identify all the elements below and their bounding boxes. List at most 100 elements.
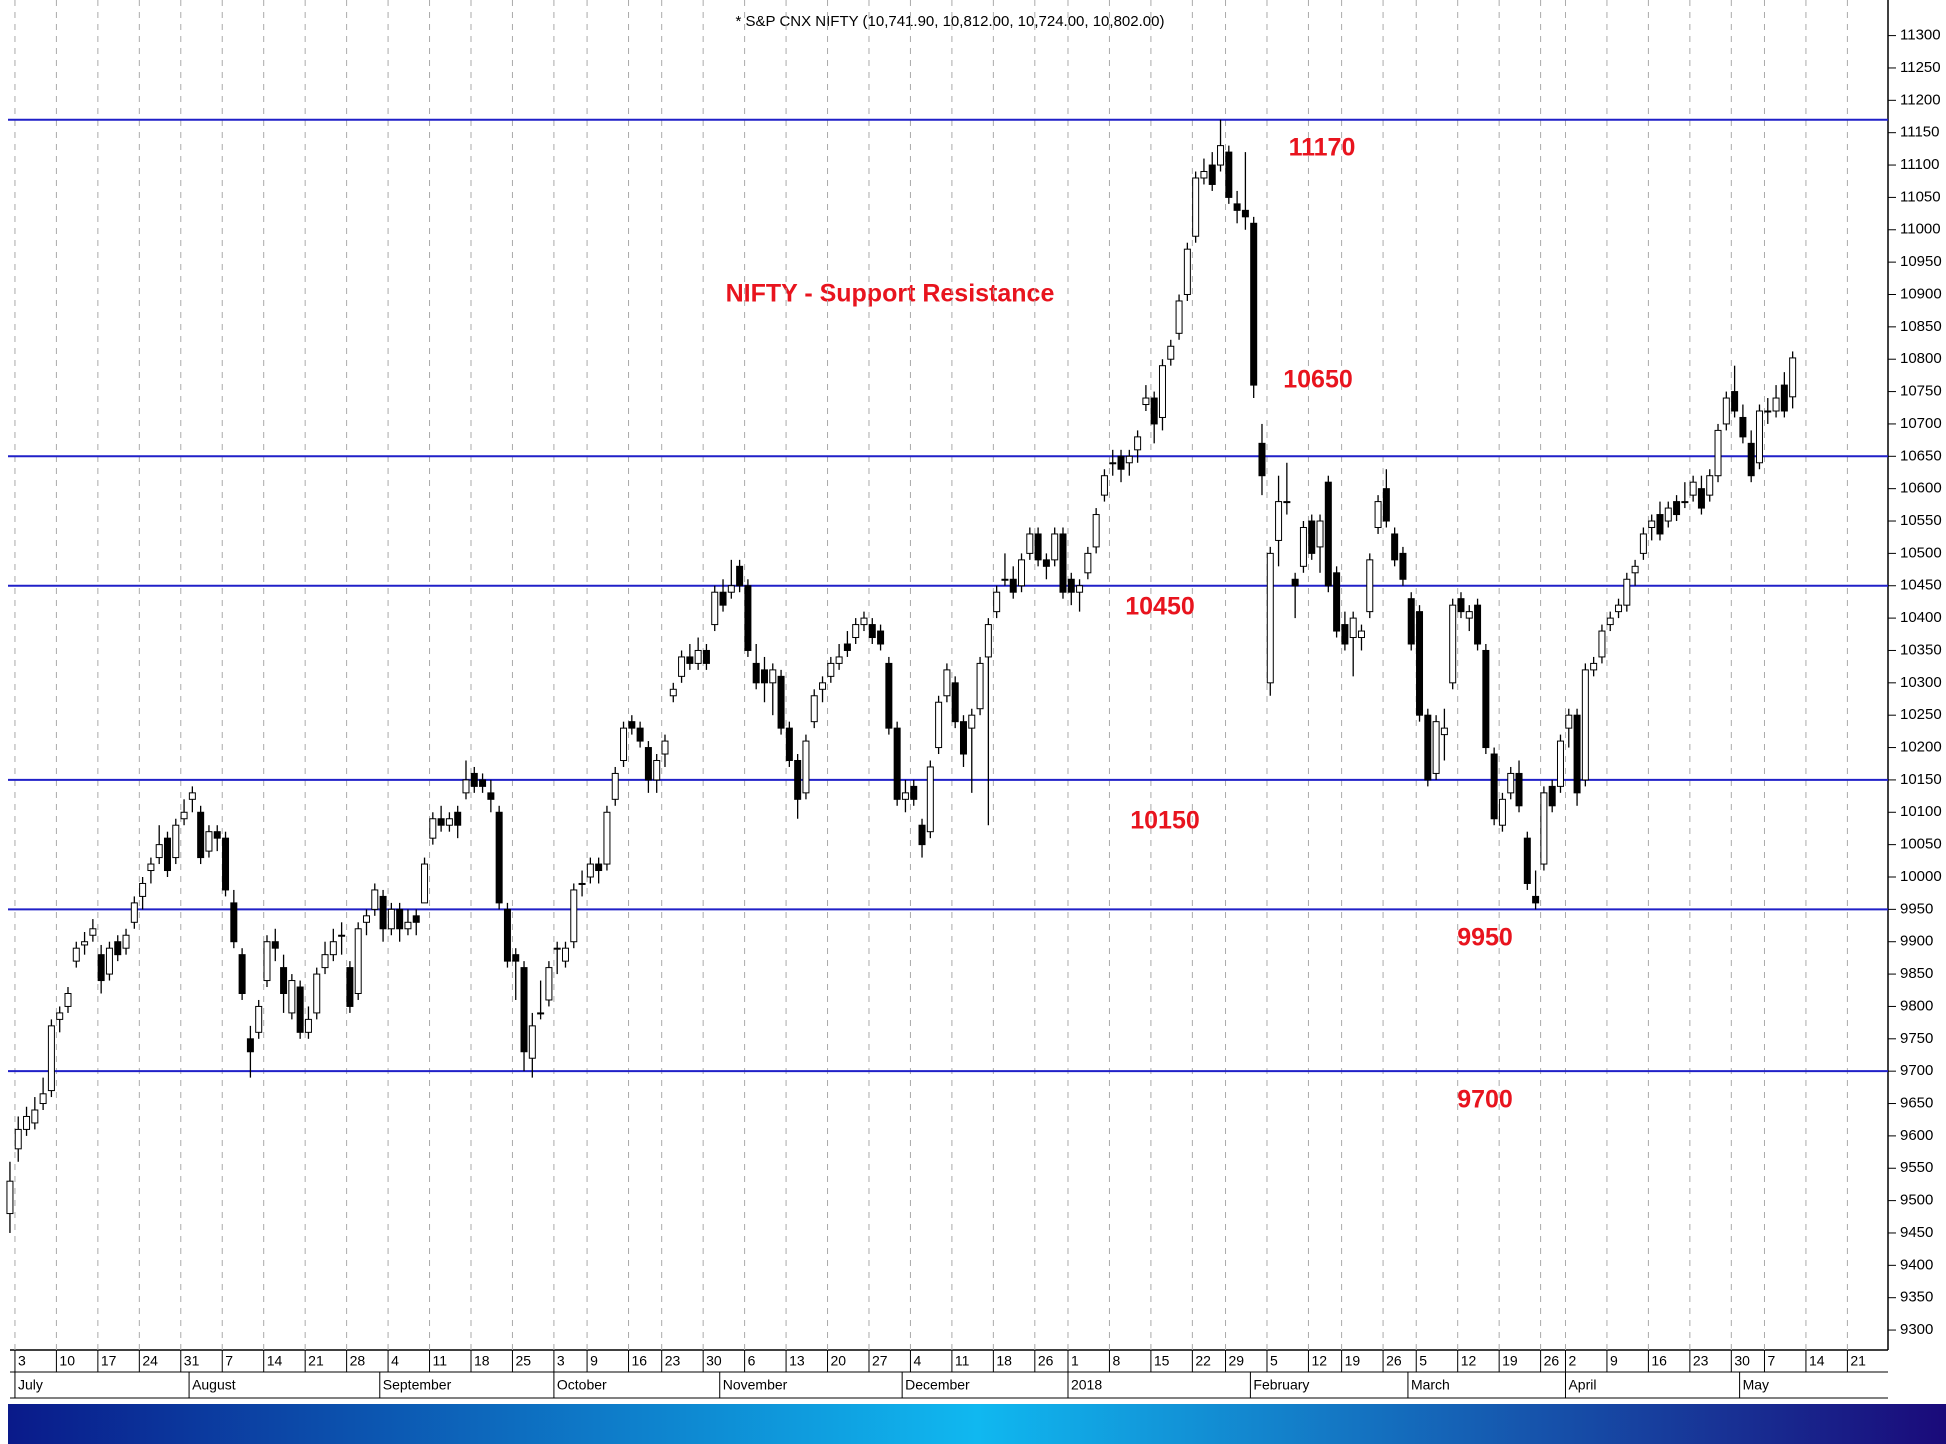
y-tick-label: 9850: [1900, 965, 1933, 982]
candle-body: [1333, 572, 1341, 632]
candle-body: [794, 759, 802, 800]
candle-body: [205, 831, 213, 852]
candle-body: [835, 656, 843, 664]
candle-body: [296, 986, 304, 1033]
candle-body: [14, 1128, 22, 1150]
candle-body: [1515, 772, 1523, 807]
candle-body: [1084, 552, 1092, 574]
y-tick-label: 10300: [1900, 674, 1942, 691]
candle-body: [1780, 384, 1788, 412]
candle-body: [155, 844, 163, 859]
candle-body: [271, 941, 279, 949]
month-label: February: [1253, 1377, 1309, 1393]
candle-body: [97, 954, 105, 982]
candle-body: [1772, 397, 1780, 412]
candle-body: [429, 818, 437, 839]
candle-body: [1258, 442, 1266, 477]
candle-body: [843, 643, 851, 651]
y-tick-label: 10900: [1900, 285, 1942, 302]
candle-body: [1457, 598, 1465, 613]
candle-body: [1192, 177, 1200, 237]
x-tick-label: 5: [1419, 1353, 1427, 1369]
candle-body: [777, 675, 785, 729]
candle-body: [1175, 300, 1183, 334]
x-tick-label: 23: [665, 1353, 681, 1369]
x-tick-label: 7: [1767, 1353, 1775, 1369]
candle-body: [802, 740, 810, 794]
candle-body: [678, 656, 686, 677]
candle-body: [454, 811, 462, 826]
x-tick-label: 10: [59, 1353, 75, 1369]
candle-body: [537, 1012, 545, 1015]
level-label: 9950: [1457, 924, 1513, 952]
candle-body: [56, 1012, 64, 1020]
candle-body: [1681, 501, 1689, 504]
candle-body: [1308, 520, 1316, 554]
candle-body: [1283, 501, 1291, 504]
candle-body: [644, 747, 652, 781]
candle-body: [686, 656, 694, 664]
y-tick-label: 9350: [1900, 1289, 1933, 1306]
y-tick-label: 9650: [1900, 1094, 1933, 1111]
candle-body: [885, 662, 893, 729]
candle-body: [852, 624, 860, 639]
candle-body: [1631, 565, 1639, 574]
candle-body: [1747, 442, 1755, 477]
candle-body: [1225, 151, 1233, 198]
candle-body: [893, 727, 901, 800]
candle-body: [877, 630, 885, 645]
x-tick-label: 11: [433, 1353, 448, 1369]
candle-body: [1648, 520, 1656, 528]
candle-body: [959, 721, 967, 755]
candle-body: [827, 662, 835, 677]
candle-body: [1789, 357, 1797, 398]
candle-body: [1722, 397, 1730, 425]
candle-body: [661, 740, 669, 755]
candle-body: [180, 811, 188, 820]
candle-body: [860, 617, 868, 626]
level-label: 10650: [1283, 366, 1353, 394]
candle-body: [280, 967, 288, 994]
candle-body: [1706, 475, 1714, 496]
candle-body: [1382, 488, 1390, 522]
candle-body: [230, 902, 238, 943]
candle-body: [669, 688, 677, 697]
y-tick-label: 11050: [1900, 188, 1941, 205]
candle-body: [910, 785, 918, 800]
month-label: November: [723, 1377, 788, 1393]
y-tick-label: 10250: [1900, 706, 1942, 723]
x-tick-label: 4: [913, 1353, 921, 1369]
candle-body: [719, 591, 727, 606]
candle-body: [1755, 410, 1763, 464]
candle-body: [354, 928, 362, 994]
candle-body: [926, 766, 934, 833]
candle-body: [1142, 397, 1150, 406]
candle-body: [1366, 559, 1374, 613]
candle-body: [1391, 533, 1399, 561]
x-tick-label: 6: [748, 1353, 756, 1369]
candle-body: [1183, 248, 1191, 295]
candle-body: [1117, 455, 1125, 470]
candle-body: [744, 585, 752, 651]
candle-body: [114, 941, 122, 956]
y-tick-label: 10550: [1900, 512, 1942, 529]
candle-body: [188, 792, 196, 800]
candle-body: [1374, 501, 1382, 528]
candle-body: [520, 967, 528, 1053]
candle-body: [868, 624, 876, 639]
candle-body: [1324, 481, 1332, 587]
y-tick-label: 9950: [1900, 900, 1933, 917]
candle-body: [785, 727, 793, 761]
y-tick-label: 10600: [1900, 480, 1942, 497]
candle-body: [329, 941, 337, 956]
candle-body: [512, 954, 520, 962]
x-tick-label: 16: [632, 1353, 648, 1369]
y-tick-label: 10200: [1900, 739, 1942, 756]
candle-body: [470, 772, 478, 787]
month-label: May: [1743, 1377, 1769, 1393]
candle-body: [1615, 604, 1623, 613]
candle-body: [984, 624, 992, 658]
x-tick-label: 12: [1311, 1353, 1327, 1369]
candle-body: [545, 967, 553, 1001]
